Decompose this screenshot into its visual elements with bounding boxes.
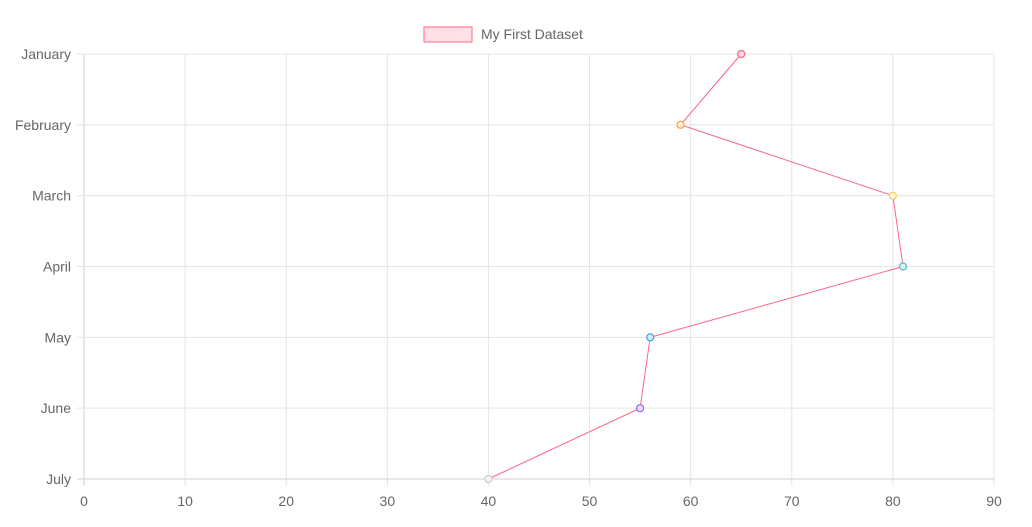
- data-point[interactable]: [898, 262, 908, 271]
- y-tick-label: April: [43, 259, 71, 275]
- series-layer: [484, 49, 908, 484]
- data-point[interactable]: [888, 191, 897, 200]
- legend[interactable]: My First Dataset: [423, 26, 583, 43]
- x-tick-label: 80: [885, 493, 901, 509]
- y-tick-label: February: [15, 117, 71, 133]
- data-point[interactable]: [737, 49, 746, 59]
- x-tick-label: 90: [986, 493, 1002, 509]
- data-point[interactable]: [676, 120, 685, 129]
- y-tick-label: May: [45, 329, 71, 345]
- x-tick-label: 20: [278, 493, 294, 509]
- legend-label[interactable]: My First Dataset: [481, 26, 583, 42]
- data-point[interactable]: [484, 474, 493, 484]
- data-point[interactable]: [646, 333, 655, 342]
- legend-swatch[interactable]: [423, 26, 473, 43]
- axes: 0 10 20 30 40 50 60 70 80 90 January February March A…: [15, 46, 1002, 509]
- data-point[interactable]: [636, 404, 645, 413]
- y-tick-label: January: [21, 46, 71, 62]
- grid: [77, 53, 995, 486]
- x-tick-label: 50: [582, 493, 598, 509]
- x-tick-label: 70: [784, 493, 800, 509]
- x-tick-label: 30: [380, 493, 396, 509]
- x-tick-label: 40: [481, 493, 497, 509]
- y-tick-label: March: [32, 188, 71, 204]
- x-tick-label: 0: [80, 493, 88, 509]
- x-tick-label: 10: [177, 493, 193, 509]
- x-tick-label: 60: [683, 493, 699, 509]
- y-tick-label: June: [41, 400, 72, 416]
- y-tick-label: July: [46, 471, 71, 487]
